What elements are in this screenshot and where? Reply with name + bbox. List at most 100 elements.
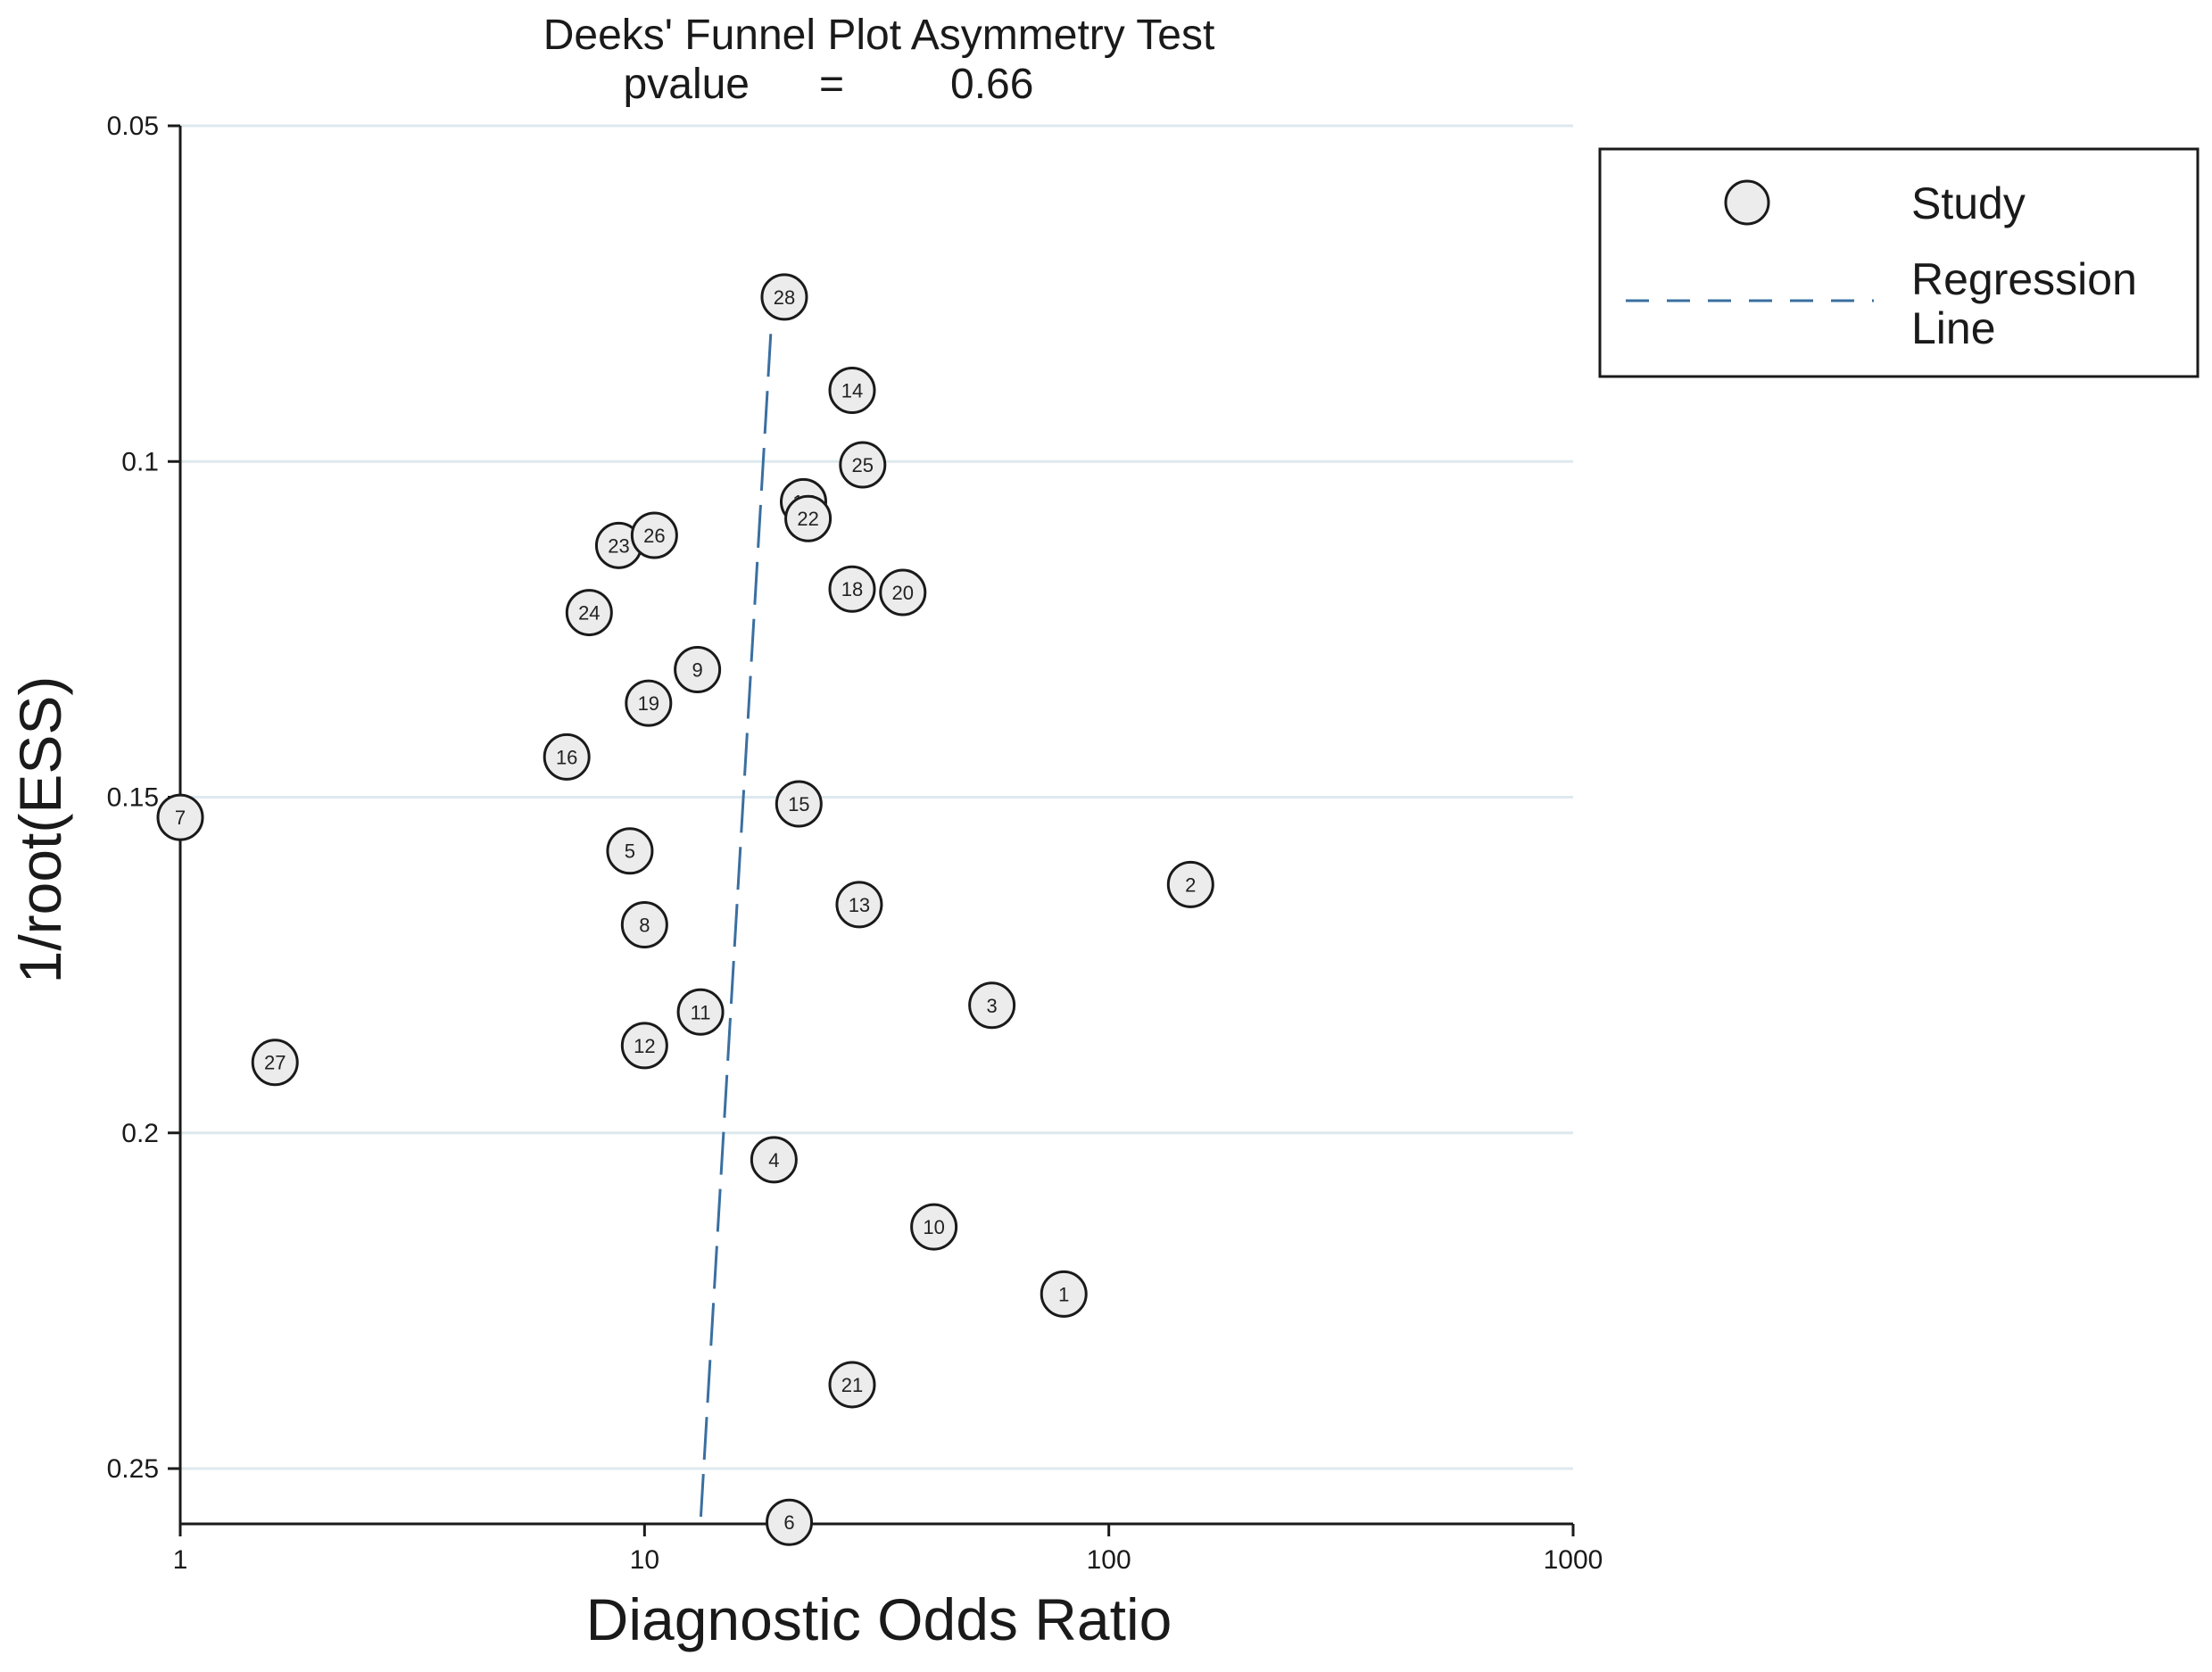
study-point-label: 10: [923, 1216, 944, 1238]
chart-subtitle-equals: =: [819, 61, 844, 108]
y-axis-title: 1/root(ESS): [7, 676, 73, 984]
study-point-label: 13: [849, 894, 870, 916]
study-point-label: 25: [852, 454, 874, 476]
tick-marks: 0.05 0.1 0.15 0.2 0.25 1 10 100 1000: [107, 112, 1603, 1575]
study-point-marker: [879, 568, 927, 617]
chart-subtitle-value: 0.66: [950, 61, 1033, 108]
study-point-26: 26: [630, 511, 678, 559]
study-point-label: 16: [556, 746, 577, 768]
study-point-marker: [839, 441, 887, 489]
study-point-marker: [625, 679, 673, 727]
study-point-14: 14: [828, 366, 876, 414]
study-point-28: 28: [760, 273, 808, 321]
study-point-21: 21: [828, 1361, 876, 1409]
study-point-label: 21: [841, 1374, 863, 1396]
study-point-marker: [543, 733, 591, 781]
study-point-8: 8: [620, 900, 668, 948]
y-tick-label: 0.05: [107, 112, 159, 141]
study-point-marker: [565, 589, 613, 637]
study-point-marker: [1040, 1270, 1088, 1318]
legend-regression-label-line1: Regression: [1911, 254, 2137, 304]
study-point-24: 24: [565, 589, 613, 637]
x-tick-label: 1000: [1544, 1545, 1603, 1575]
study-point-9: 9: [674, 646, 722, 694]
study-point-marker: [674, 646, 722, 694]
study-point-label: 12: [634, 1035, 655, 1057]
study-point-marker: [828, 1361, 876, 1409]
study-point-10: 10: [910, 1203, 958, 1251]
study-point-marker: [251, 1039, 299, 1087]
study-points: 1234567891011121314151617181920212223242…: [156, 273, 1214, 1546]
study-point-label: 14: [841, 379, 863, 401]
study-point-20: 20: [879, 568, 927, 617]
study-point-3: 3: [968, 981, 1016, 1030]
study-point-25: 25: [839, 441, 887, 489]
gridlines: [180, 124, 1573, 1470]
study-point-label: 23: [608, 534, 629, 557]
study-point-marker: [156, 793, 204, 841]
study-point-marker: [968, 981, 1016, 1030]
study-point-marker: [766, 1498, 814, 1546]
study-point-label: 9: [692, 659, 702, 682]
x-tick-label: 1: [173, 1545, 188, 1575]
study-point-7: 7: [156, 793, 204, 841]
legend-regression-label-line2: Line: [1911, 303, 1996, 353]
study-point-6: 6: [766, 1498, 814, 1546]
study-point-label: 20: [892, 582, 914, 604]
study-point-15: 15: [775, 780, 823, 828]
study-point-label: 6: [783, 1511, 794, 1534]
chart-title: Deeks' Funnel Plot Asymmetry Test: [543, 12, 1215, 59]
study-point-16: 16: [543, 733, 591, 781]
regression-line-group: [699, 334, 773, 1523]
study-point-marker: [775, 780, 823, 828]
study-point-label: 18: [841, 578, 863, 600]
x-axis-title: Diagnostic Odds Ratio: [586, 1586, 1172, 1652]
x-tick-label: 100: [1087, 1545, 1131, 1575]
study-point-label: 2: [1185, 873, 1196, 896]
axes: [178, 126, 1573, 1526]
study-point-marker: [828, 565, 876, 613]
study-point-marker: [620, 900, 668, 948]
legend-study-label: Study: [1911, 178, 2026, 228]
study-point-label: 5: [625, 840, 635, 863]
legend: Study Regression Line: [1598, 147, 2200, 378]
study-point-5: 5: [606, 827, 654, 875]
study-point-23: 23: [594, 521, 642, 569]
study-point-label: 4: [768, 1149, 779, 1171]
study-point-4: 4: [750, 1136, 798, 1184]
study-point-label: 24: [578, 602, 600, 625]
study-point-2: 2: [1166, 860, 1214, 908]
study-point-1: 1: [1040, 1270, 1088, 1318]
study-point-label: 22: [797, 508, 818, 530]
study-point-label: 19: [638, 692, 659, 715]
study-point-marker: [750, 1136, 798, 1184]
study-point-marker: [1166, 860, 1214, 908]
x-tick-label: 10: [630, 1545, 659, 1575]
y-tick-label: 0.2: [121, 1119, 159, 1148]
study-point-11: 11: [676, 988, 725, 1036]
legend-study-marker: [1724, 179, 1770, 226]
study-point-19: 19: [625, 679, 673, 727]
study-point-label: 28: [774, 286, 795, 309]
y-tick-label: 0.25: [107, 1454, 159, 1484]
study-point-label: 8: [639, 914, 650, 936]
study-point-label: 27: [264, 1052, 286, 1074]
study-point-18: 18: [828, 565, 876, 613]
study-point-marker: [606, 827, 654, 875]
study-point-label: 11: [691, 1001, 711, 1023]
y-tick-label: 0.1: [121, 447, 159, 476]
study-point-13: 13: [835, 881, 883, 929]
study-point-marker: [760, 273, 808, 321]
chart-subtitle-label: pvalue: [624, 61, 750, 108]
study-point-marker: [630, 511, 678, 559]
legend-box: [1598, 147, 2200, 378]
study-point-27: 27: [251, 1039, 299, 1087]
study-point-marker: [784, 494, 833, 542]
study-point-label: 3: [987, 995, 998, 1017]
regression-line: [699, 334, 773, 1523]
study-point-marker: [620, 1022, 668, 1070]
study-point-label: 7: [175, 807, 186, 829]
study-point-marker: [676, 988, 725, 1036]
y-tick-label: 0.15: [107, 783, 159, 813]
